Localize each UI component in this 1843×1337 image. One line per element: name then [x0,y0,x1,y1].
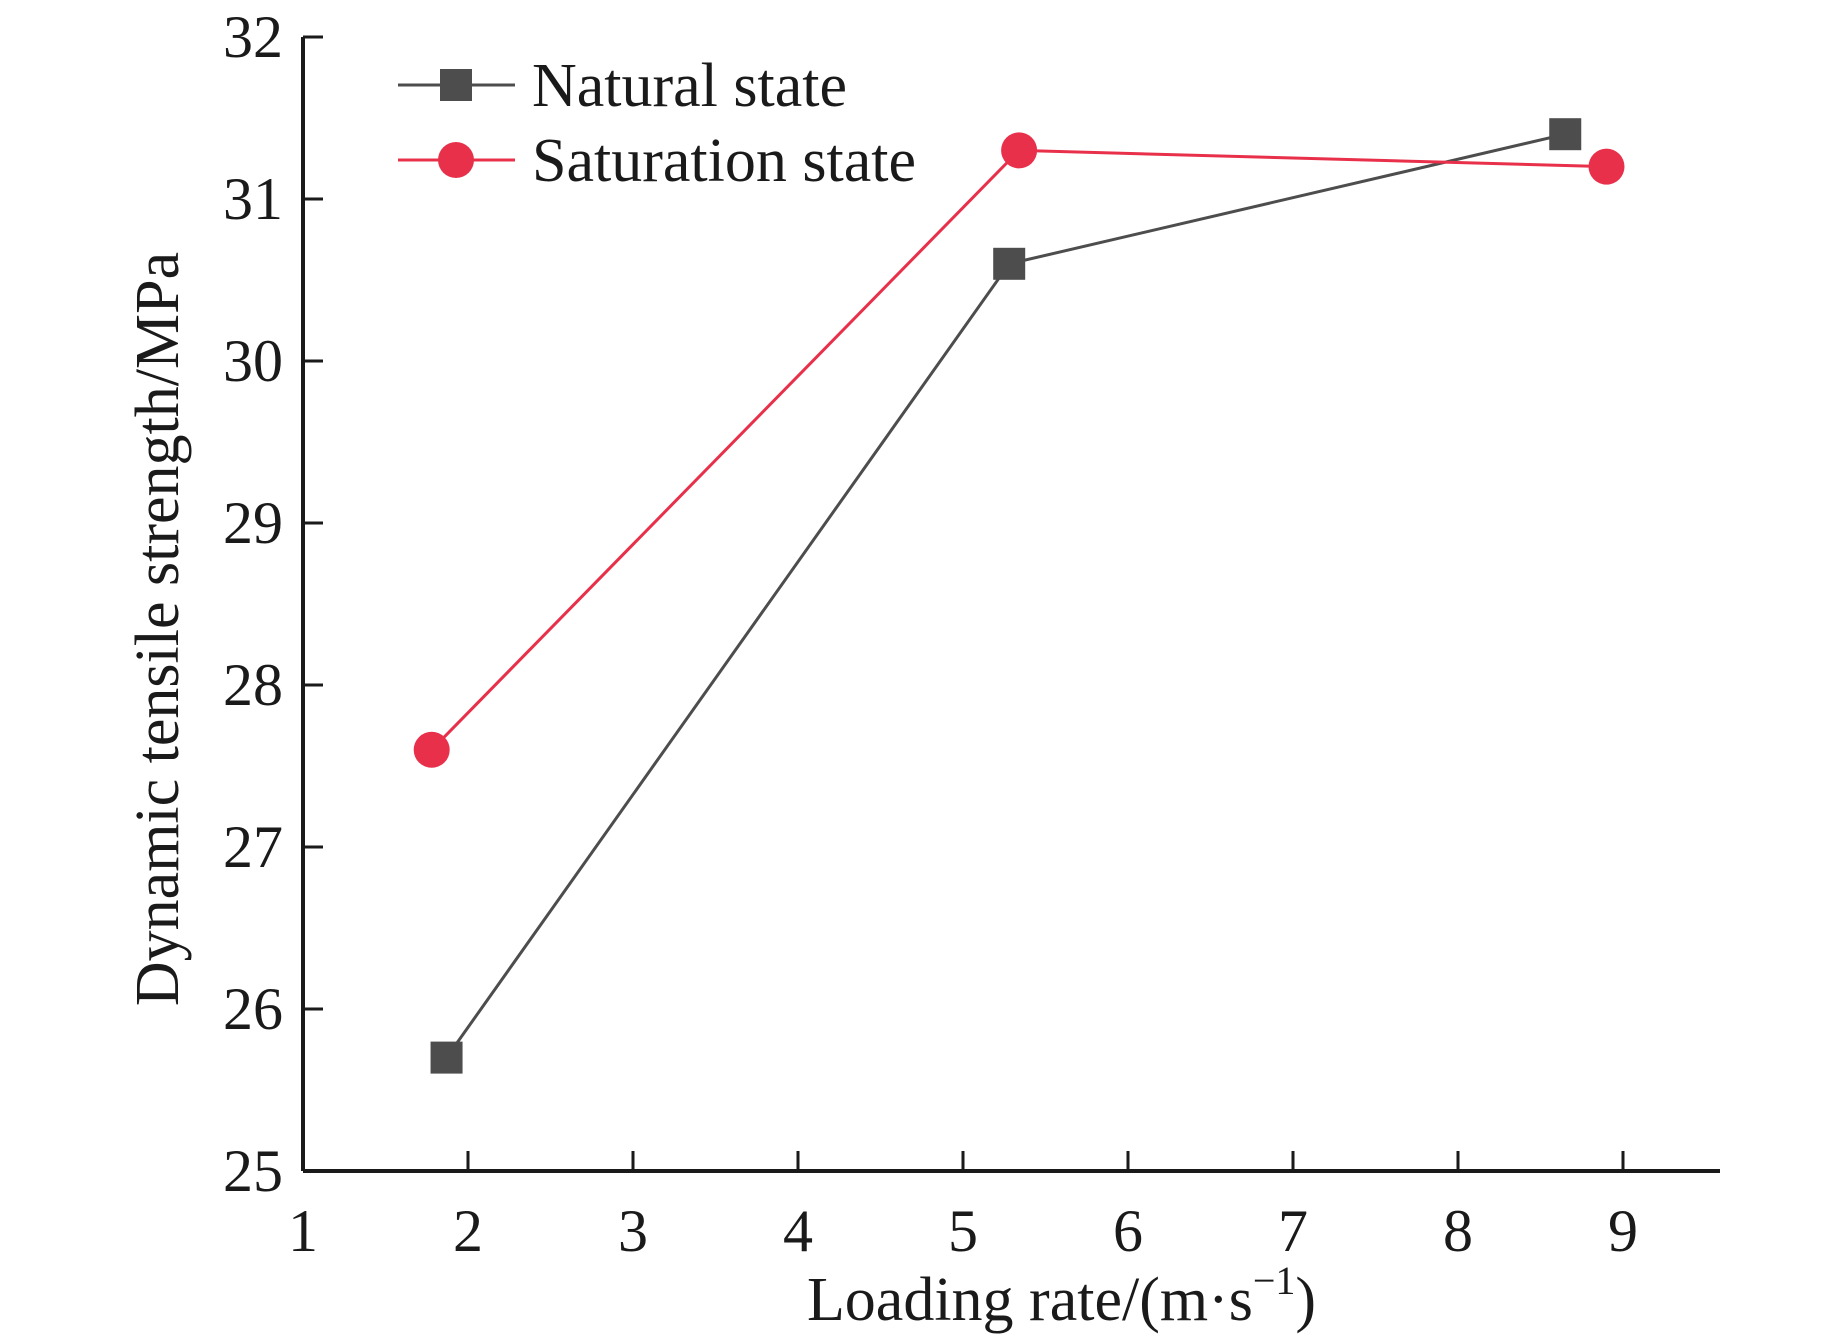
y-tick-label: 32 [223,4,283,70]
y-tick-label: 31 [223,166,283,232]
x-tick-label: 1 [288,1198,318,1264]
y-axis-title: Dynamic tensile strength/MPa [124,252,192,1006]
x-tick-label: 5 [948,1198,978,1264]
y-tick-label: 25 [223,1138,283,1204]
data-point-square [993,247,1026,280]
legend-marker-circle [438,142,474,178]
axes: 25 26 27 28 29 30 31 32 1 2 3 4 5 6 7 8 9 [223,4,1720,1264]
series-line [430,148,1607,751]
y-tick-label: 30 [223,328,283,394]
y-tick-label: 29 [223,490,283,556]
y-tick-label: 28 [223,652,283,718]
x-axis-title: Loading rate/(m·s−1) [807,1258,1316,1334]
legend-item: Saturation state [398,127,916,195]
legend: Natural state Saturation state [398,52,916,195]
series-layer [413,118,1625,1074]
x-tick-label: 4 [783,1198,813,1264]
axis-titles: Loading rate/(m·s−1) Dynamic tensile str… [124,252,1316,1334]
data-point-circle [1588,148,1625,185]
x-tick-label: 3 [618,1198,648,1264]
x-tick-label: 2 [453,1198,483,1264]
y-tick-label: 27 [223,814,283,880]
data-point-circle [413,731,450,768]
series-saturation-state [413,132,1625,768]
x-tick-label: 6 [1113,1198,1143,1264]
legend-marker-square [440,69,472,101]
x-tick-label: 7 [1278,1198,1308,1264]
legend-label: Natural state [532,52,847,120]
series-natural-state [430,118,1582,1074]
data-point-square [430,1041,463,1074]
data-point-square [1549,118,1582,151]
x-tick-label: 9 [1608,1198,1638,1264]
y-tick-label: 26 [223,976,283,1042]
legend-item: Natural state [398,52,847,120]
data-point-circle [1001,132,1038,169]
x-tick-label: 8 [1443,1198,1473,1264]
legend-label: Saturation state [532,127,916,195]
